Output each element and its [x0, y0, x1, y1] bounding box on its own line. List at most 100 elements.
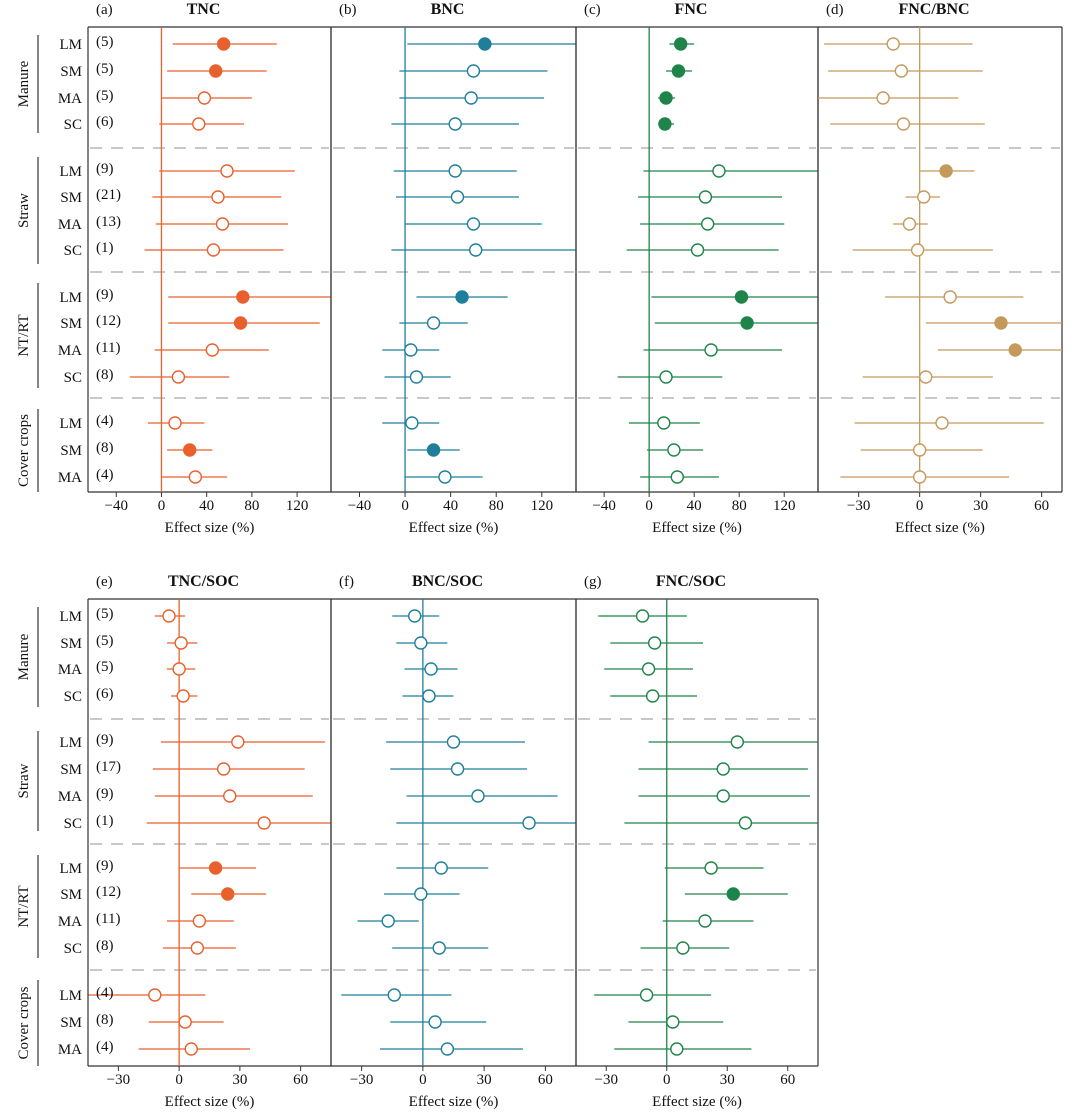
estimate-point [188, 470, 203, 484]
x-tick-label: 0 [916, 498, 924, 514]
estimate-point [414, 636, 428, 650]
estimate-point-significant [939, 164, 953, 178]
x-tick-label: 60 [538, 1072, 553, 1088]
estimate-point [704, 343, 718, 357]
x-tick-label: 30 [477, 1072, 492, 1088]
estimate-point [448, 164, 462, 178]
row-label: MA [58, 914, 82, 930]
sample-size-label: (5) [96, 34, 114, 50]
sample-size-label: (9) [96, 287, 114, 303]
estimate-point [690, 243, 705, 257]
estimate-point [422, 689, 436, 703]
sample-size-label: (13) [96, 214, 121, 230]
estimate-point [522, 816, 536, 830]
group-label: Cover crops [16, 986, 32, 1059]
x-tick-label: 40 [687, 498, 702, 514]
row-label: LM [60, 735, 83, 751]
panel-letter: (e) [96, 574, 113, 590]
estimate-point [216, 762, 231, 776]
estimate-point [178, 1015, 192, 1029]
sample-size-label: (5) [96, 606, 114, 622]
estimate-point-significant [216, 37, 231, 51]
panel-letter: (a) [96, 2, 113, 18]
panel-title: FNC/SOC [656, 573, 726, 590]
estimate-point [670, 470, 685, 484]
estimate-point [424, 662, 438, 676]
x-axis-label: Effect size (%) [652, 520, 742, 536]
estimate-point [469, 243, 483, 257]
x-tick-label: −30 [107, 1072, 130, 1088]
sample-size-label: (1) [96, 240, 114, 256]
x-tick-label: −40 [105, 498, 128, 514]
estimate-point-significant [659, 91, 673, 105]
row-label: LM [60, 37, 83, 53]
estimate-point [716, 762, 730, 776]
estimate-point-significant [233, 316, 248, 330]
estimate-point [886, 37, 900, 51]
x-tick-label: 80 [489, 498, 504, 514]
estimate-point [738, 816, 753, 830]
estimate-point [192, 117, 206, 131]
estimate-point [466, 64, 481, 78]
row-label: MA [58, 1042, 82, 1058]
estimate-point [387, 988, 401, 1002]
estimate-point-significant [734, 290, 749, 304]
x-tick-label: 0 [158, 498, 166, 514]
estimate-point [464, 91, 478, 105]
estimate-point [408, 609, 422, 623]
sample-size-label: (5) [96, 61, 114, 77]
panel-title: BNC [431, 1, 465, 18]
estimate-point [162, 609, 176, 623]
estimate-point [428, 1015, 442, 1029]
estimate-point [919, 370, 933, 384]
sample-size-label: (6) [96, 686, 114, 702]
estimate-point [432, 941, 446, 955]
estimate-point [409, 370, 424, 384]
x-axis-label: Effect size (%) [165, 1094, 255, 1110]
row-label: MA [58, 789, 82, 805]
estimate-point [667, 443, 681, 457]
panel-letter: (c) [584, 2, 601, 18]
x-tick-label: 120 [286, 498, 309, 514]
estimate-point [405, 416, 419, 430]
sample-size-label: (4) [96, 985, 114, 1001]
sample-size-label: (8) [96, 440, 114, 456]
estimate-point [220, 164, 234, 178]
row-label: SC [64, 117, 82, 133]
estimate-point [206, 243, 221, 257]
estimate-point-significant [1008, 343, 1022, 357]
estimate-point [176, 689, 190, 703]
panel-letter: (g) [584, 574, 602, 590]
sample-size-label: (9) [96, 161, 114, 177]
x-tick-label: 80 [244, 498, 259, 514]
row-label: SC [64, 243, 82, 259]
row-label: LM [60, 290, 83, 306]
sample-size-label: (8) [96, 1012, 114, 1028]
sample-size-label: (6) [96, 114, 114, 130]
group-label: Manure [16, 633, 32, 680]
x-tick-label: 60 [780, 1072, 795, 1088]
sample-size-label: (4) [96, 1039, 114, 1055]
x-tick-label: 0 [175, 1072, 183, 1088]
group-label: Straw [16, 763, 32, 798]
row-label: SC [64, 689, 82, 705]
x-tick-label: 60 [1034, 498, 1049, 514]
estimate-point [676, 941, 690, 955]
estimate-point-significant [236, 290, 250, 304]
estimate-point-significant [455, 290, 469, 304]
estimate-point [935, 416, 949, 430]
estimate-point [645, 689, 660, 703]
x-tick-label: 0 [419, 1072, 427, 1088]
sample-size-label: (4) [96, 467, 114, 483]
sample-size-label: (17) [96, 759, 121, 775]
estimate-point [641, 662, 656, 676]
estimate-point [381, 914, 395, 928]
sample-size-label: (4) [96, 413, 114, 429]
estimate-point [712, 164, 726, 178]
group-label: NT/RT [16, 885, 32, 927]
estimate-point-significant [671, 64, 686, 78]
row-label: SC [64, 941, 82, 957]
estimate-point [414, 887, 428, 901]
row-label: SC [64, 370, 82, 386]
